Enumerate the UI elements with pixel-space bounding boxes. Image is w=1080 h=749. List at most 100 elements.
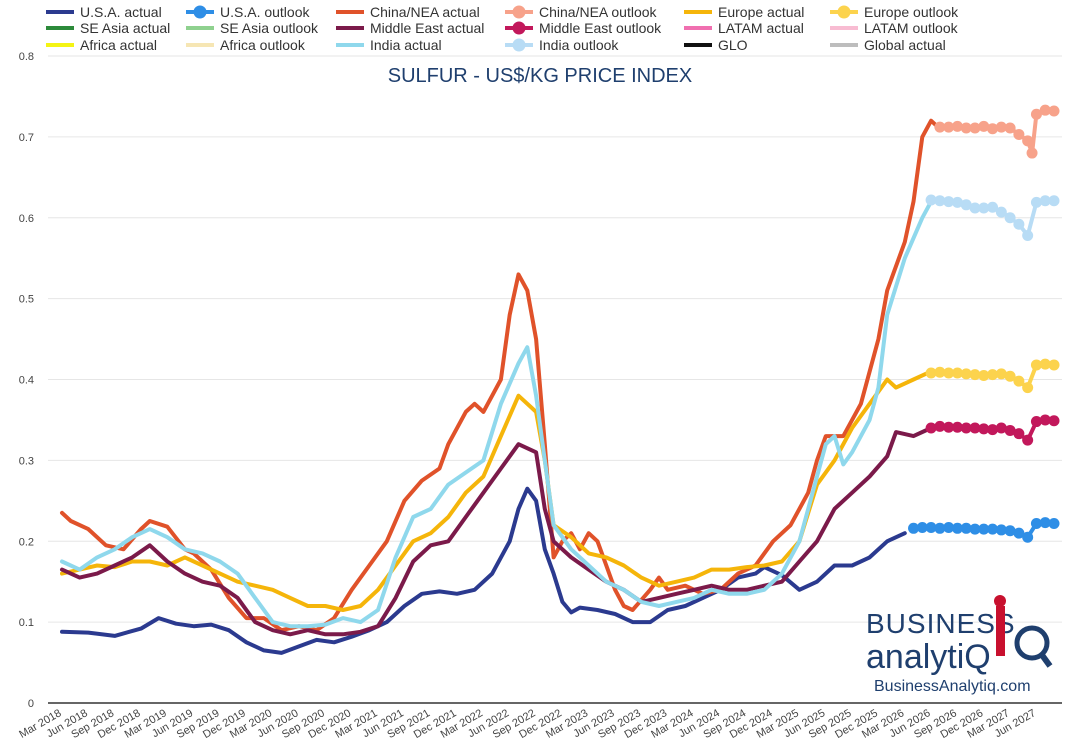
data-point <box>943 421 955 433</box>
data-point <box>1039 195 1051 207</box>
data-point <box>995 368 1007 380</box>
data-point <box>951 522 963 534</box>
data-point <box>951 367 963 379</box>
series-europe-outlook <box>925 358 1060 394</box>
data-point <box>995 524 1007 536</box>
data-point <box>987 201 999 213</box>
legend-item[interactable]: LATAM actual <box>684 20 804 36</box>
legend-item[interactable]: Middle East outlook <box>505 20 662 36</box>
brand-url: BusinessAnalytiq.com <box>874 678 1031 695</box>
y-tick-label: 0.6 <box>19 213 34 225</box>
data-point <box>987 123 999 135</box>
legend-item[interactable]: Europe actual <box>684 4 804 20</box>
data-point <box>978 120 990 132</box>
legend-item[interactable]: Middle East actual <box>336 20 484 36</box>
series-middle-east-actual <box>60 426 934 637</box>
legend-item[interactable]: Global actual <box>830 37 946 53</box>
data-point <box>1022 230 1034 242</box>
data-point <box>960 122 972 134</box>
data-point <box>1004 212 1016 224</box>
y-tick-label: 0.8 <box>19 51 34 63</box>
data-point <box>951 421 963 433</box>
legend-item[interactable]: SE Asia actual <box>46 20 170 36</box>
brand-line1: BUSINESS <box>866 608 1016 639</box>
data-point <box>987 369 999 381</box>
data-point <box>960 422 972 434</box>
series-india-outlook <box>925 194 1060 242</box>
series-line <box>60 118 942 633</box>
data-point <box>1004 525 1016 537</box>
data-point <box>978 423 990 435</box>
legend: U.S.A. actual U.S.A. outlook China/NEA act… <box>46 4 959 53</box>
data-point <box>1013 128 1025 140</box>
data-point <box>934 121 946 133</box>
series-india-actual <box>60 199 934 629</box>
legend-item[interactable]: U.S.A. outlook <box>186 4 310 20</box>
data-point <box>943 196 955 208</box>
data-point <box>960 522 972 534</box>
data-point <box>995 422 1007 434</box>
data-point <box>1048 195 1060 207</box>
data-point <box>969 369 981 381</box>
data-point <box>1039 358 1051 370</box>
magnifier-icon <box>1014 625 1050 661</box>
legend-item[interactable]: SE Asia outlook <box>186 20 319 36</box>
data-point <box>1004 122 1016 134</box>
data-point <box>1004 370 1016 382</box>
legend-item[interactable]: Africa actual <box>46 37 157 53</box>
legend-item[interactable]: Europe outlook <box>830 4 959 20</box>
data-point <box>925 422 937 434</box>
data-point <box>969 122 981 134</box>
data-point <box>1039 104 1051 116</box>
series-line <box>60 426 934 637</box>
data-point <box>951 196 963 208</box>
legend-label: SE Asia actual <box>80 20 170 36</box>
y-tick-label: 0.3 <box>19 455 34 467</box>
legend-item[interactable]: India actual <box>336 37 442 53</box>
data-point <box>1022 434 1034 446</box>
legend-item[interactable]: LATAM outlook <box>830 20 959 36</box>
magnifier-handle <box>1039 653 1053 668</box>
data-point <box>925 194 937 206</box>
y-tick-label: 0.7 <box>19 132 34 144</box>
data-point <box>995 206 1007 218</box>
data-point <box>934 195 946 207</box>
data-point <box>978 369 990 381</box>
data-point <box>969 202 981 214</box>
data-point <box>995 121 1007 133</box>
legend-item[interactable]: India outlook <box>505 37 619 53</box>
data-point <box>1013 428 1025 440</box>
data-point <box>1022 531 1034 543</box>
legend-label: Middle East outlook <box>539 20 662 36</box>
data-point <box>925 367 937 379</box>
legend-label: Global actual <box>864 37 946 53</box>
y-tick-label: 0.4 <box>19 375 34 387</box>
data-point <box>1030 359 1042 371</box>
data-point <box>1039 517 1051 529</box>
data-point <box>987 523 999 535</box>
data-point <box>934 420 946 432</box>
data-point <box>1030 517 1042 529</box>
data-point <box>1048 359 1060 371</box>
legend-label: SE Asia outlook <box>220 20 319 36</box>
y-tick-label: 0.2 <box>19 536 34 548</box>
legend-label: China/NEA actual <box>370 4 480 20</box>
legend-label: Middle East actual <box>370 20 484 36</box>
legend-item[interactable]: China/NEA outlook <box>505 4 658 20</box>
data-point <box>934 366 946 378</box>
legend-item[interactable]: U.S.A. actual <box>46 4 162 20</box>
legend-label: GLO <box>718 37 748 53</box>
legend-item[interactable]: Africa outlook <box>186 37 306 53</box>
legend-item[interactable]: China/NEA actual <box>336 4 480 20</box>
y-tick-label: 0.5 <box>19 294 34 306</box>
legend-label: LATAM outlook <box>864 20 959 36</box>
legend-marker <box>512 38 526 52</box>
series-china-nea-outlook <box>934 104 1060 159</box>
data-point <box>1026 147 1038 159</box>
data-point <box>978 202 990 214</box>
data-point <box>934 522 946 534</box>
data-point <box>1030 196 1042 208</box>
legend-label: LATAM actual <box>718 20 804 36</box>
legend-item[interactable]: GLO <box>684 37 748 53</box>
